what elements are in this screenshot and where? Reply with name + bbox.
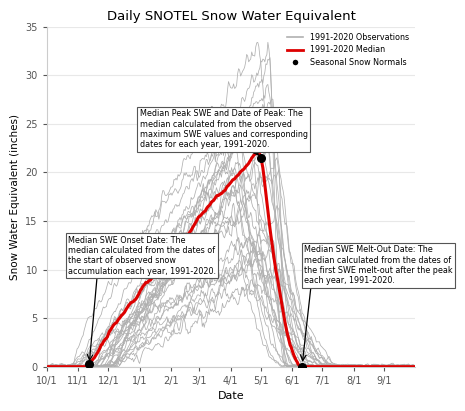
Text: Median Peak SWE and Date of Peak: The
median calculated from the observed
maximu: Median Peak SWE and Date of Peak: The me…	[140, 109, 308, 150]
Text: Median SWE Melt-Out Date: The
median calculated from the dates of
the first SWE : Median SWE Melt-Out Date: The median cal…	[304, 245, 453, 286]
X-axis label: Date: Date	[218, 391, 244, 401]
Legend: 1991-2020 Observations, 1991-2020 Median, Seasonal Snow Normals: 1991-2020 Observations, 1991-2020 Median…	[285, 31, 411, 69]
Y-axis label: Snow Water Equivalent (inches): Snow Water Equivalent (inches)	[10, 114, 20, 279]
Title: Daily SNOTEL Snow Water Equivalent: Daily SNOTEL Snow Water Equivalent	[106, 10, 355, 23]
Text: Median SWE Onset Date: The
median calculated from the dates of
the start of obse: Median SWE Onset Date: The median calcul…	[68, 236, 216, 276]
